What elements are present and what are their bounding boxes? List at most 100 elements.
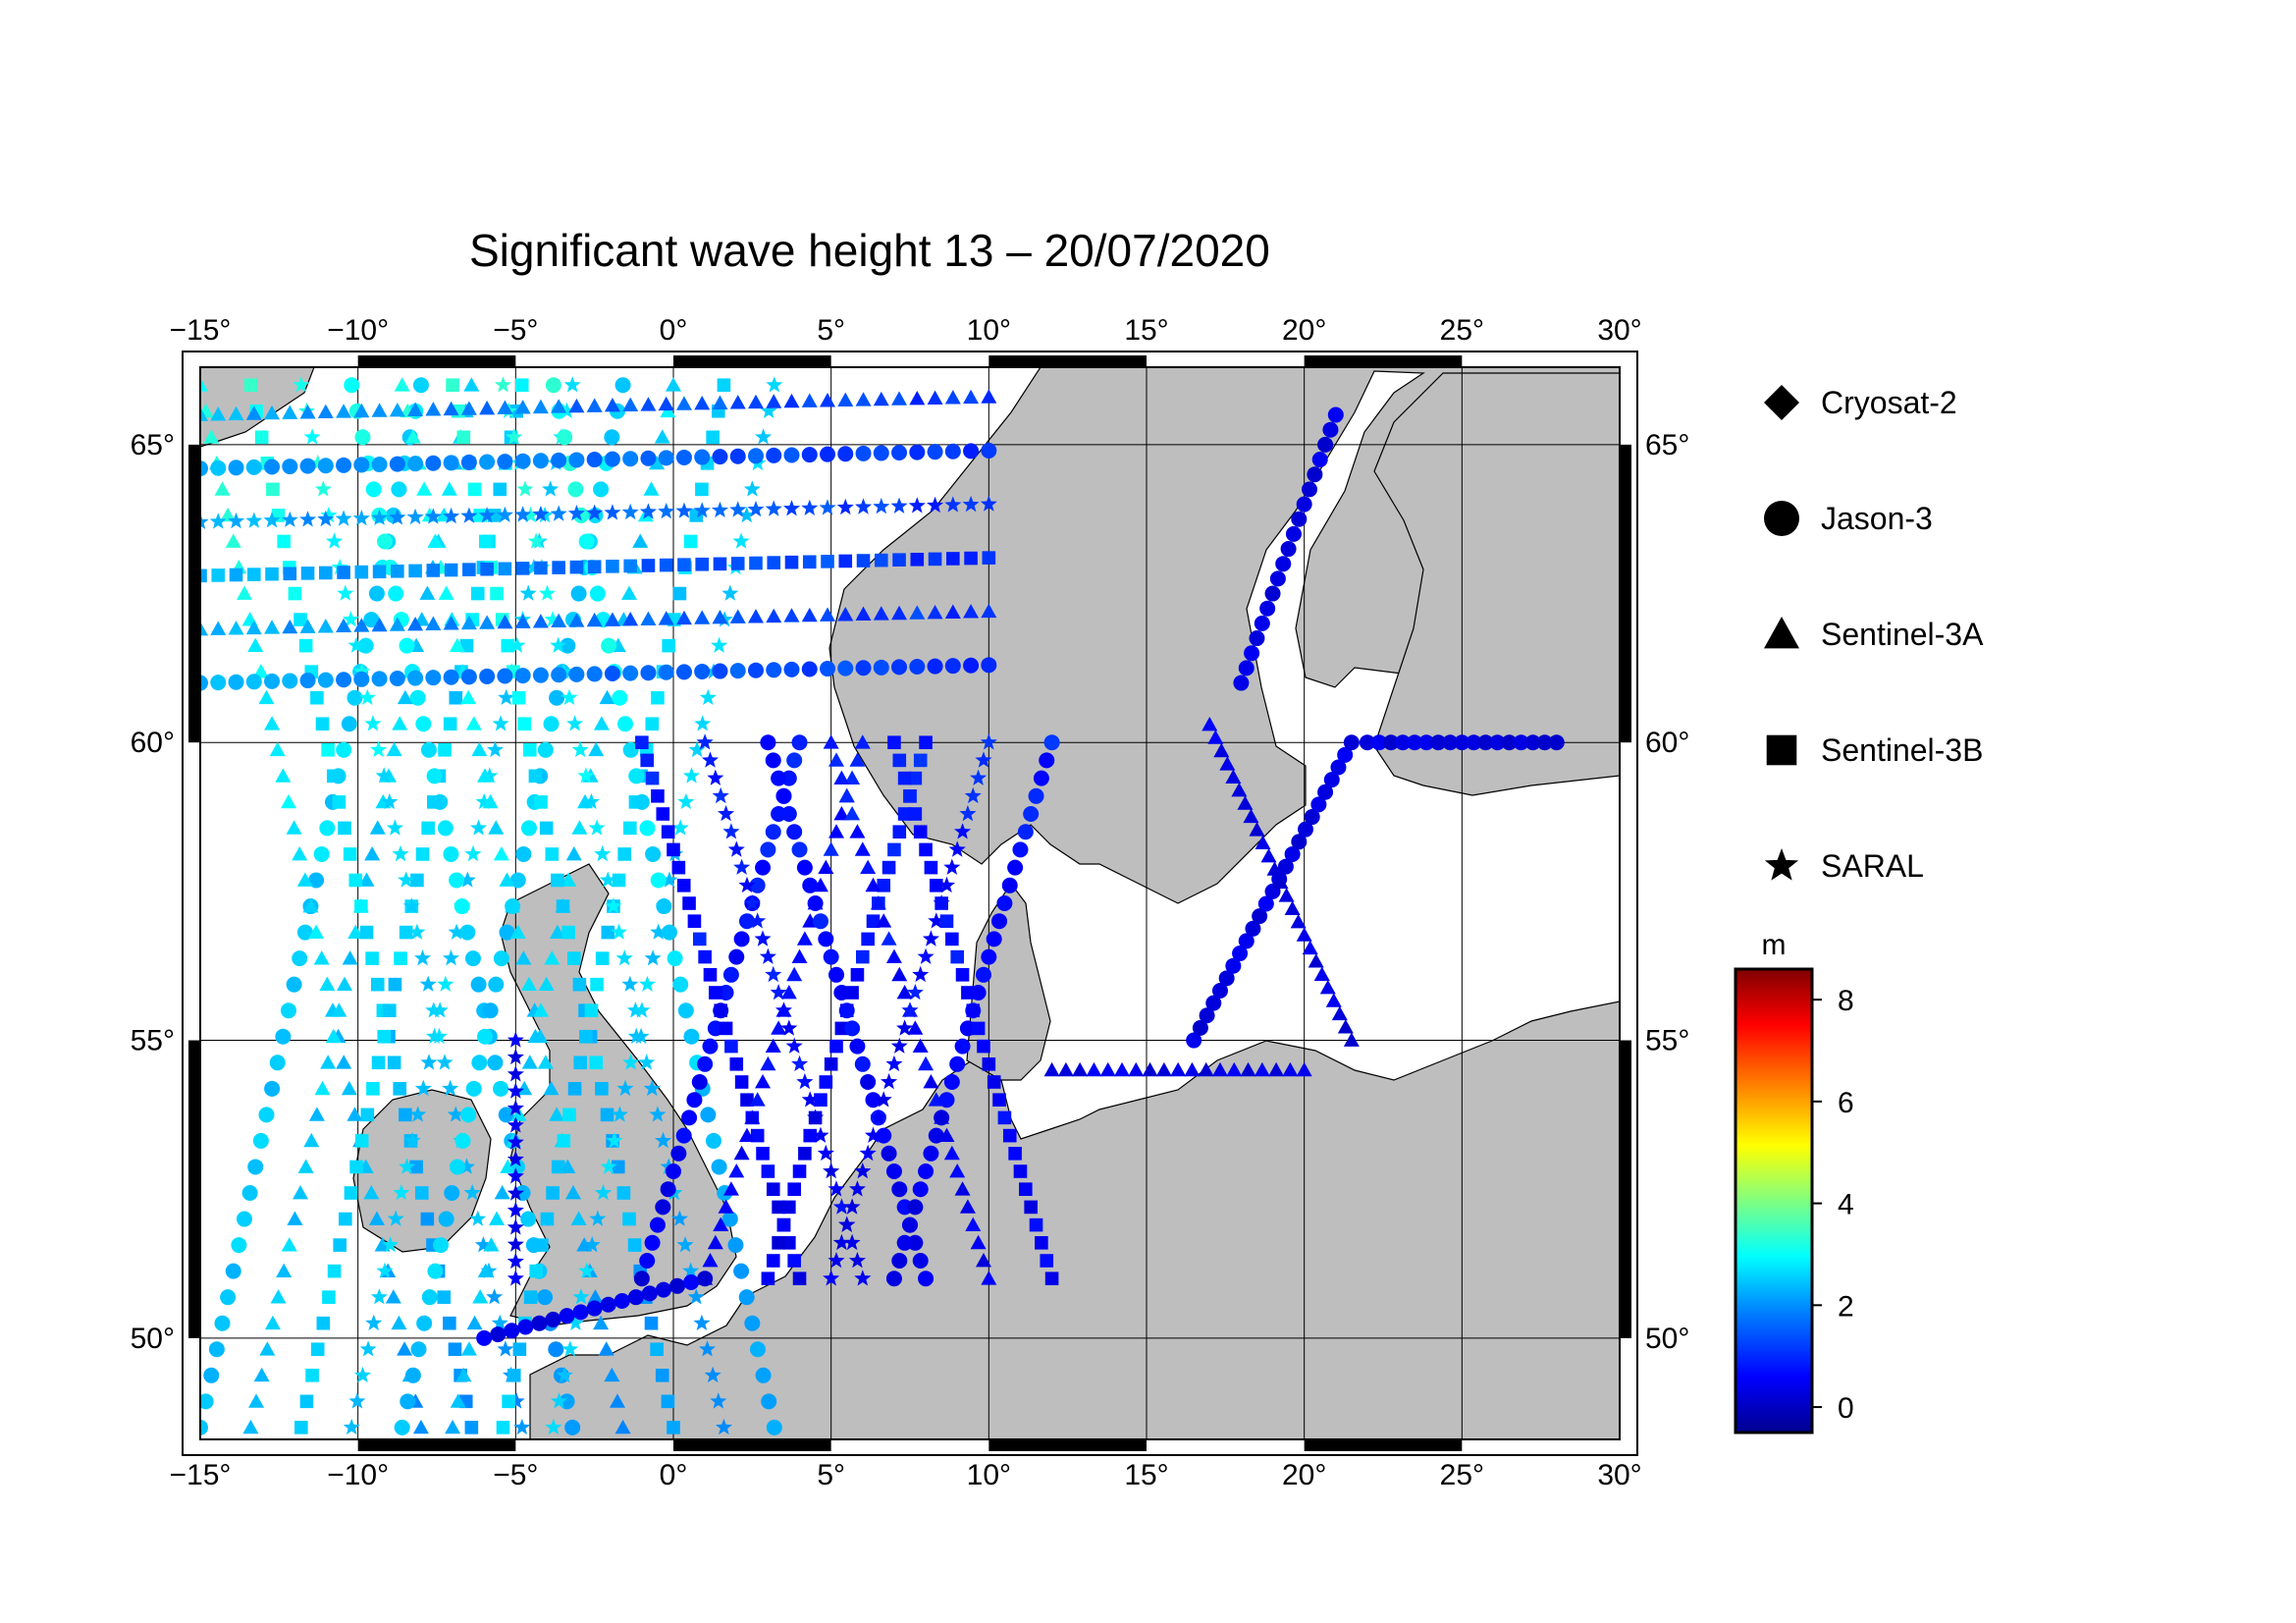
track-point-circle bbox=[938, 1092, 955, 1109]
track-point-circle bbox=[416, 1315, 433, 1331]
track-point-circle bbox=[1322, 421, 1339, 438]
track-point-triangle bbox=[1170, 1061, 1187, 1077]
track-point-circle bbox=[885, 1163, 902, 1179]
track-point-square bbox=[623, 559, 637, 573]
track-point-star bbox=[843, 1198, 861, 1215]
track-point-circle bbox=[667, 950, 683, 967]
track-point-triangle bbox=[412, 1419, 429, 1434]
track-point-triangle bbox=[1211, 1061, 1228, 1077]
track-point-star bbox=[583, 1236, 601, 1253]
track-point-star bbox=[873, 498, 890, 514]
track-point-star bbox=[414, 949, 432, 966]
track-point-star bbox=[765, 965, 782, 983]
track-point-circle bbox=[981, 948, 997, 965]
track-point-circle bbox=[200, 460, 208, 477]
track-point-square bbox=[211, 568, 226, 582]
track-point-triangle bbox=[588, 741, 605, 757]
track-point-square bbox=[438, 742, 452, 757]
track-point-square bbox=[415, 847, 430, 861]
map-outer-frame bbox=[182, 351, 1638, 1456]
track-point-square bbox=[283, 567, 297, 581]
track-point-circle bbox=[1536, 734, 1553, 751]
track-point-square bbox=[348, 873, 363, 888]
track-point-circle bbox=[286, 976, 302, 993]
track-point-circle bbox=[675, 1127, 692, 1144]
track-point-square bbox=[534, 561, 548, 575]
track-point-triangle bbox=[200, 621, 208, 636]
track-point-circle bbox=[549, 689, 565, 706]
legend-label: Sentinel-3B bbox=[1821, 732, 1983, 768]
track-point-square bbox=[589, 1055, 604, 1070]
track-point-star bbox=[387, 1210, 404, 1226]
track-point-star bbox=[694, 715, 712, 731]
track-point-square bbox=[534, 795, 548, 809]
track-point-star bbox=[582, 792, 600, 810]
track-point-triangle bbox=[220, 507, 237, 522]
track-point-star bbox=[425, 1001, 443, 1018]
track-point-triangle bbox=[891, 391, 908, 406]
track-point-square bbox=[387, 1055, 401, 1070]
track-point-star bbox=[732, 532, 750, 549]
track-point-square bbox=[924, 860, 938, 875]
track-point-circle bbox=[368, 585, 385, 602]
track-point-circle bbox=[1548, 734, 1565, 751]
track-point-square bbox=[861, 932, 875, 947]
track-point-square bbox=[587, 560, 602, 574]
track-point-triangle bbox=[1086, 1061, 1102, 1077]
track-point-triangle bbox=[369, 820, 386, 835]
track-point-star bbox=[693, 502, 711, 518]
track-point-circle bbox=[639, 1253, 656, 1269]
track-point-star bbox=[854, 1270, 872, 1286]
track-point-triangle bbox=[276, 1263, 293, 1278]
track-point-square bbox=[523, 1290, 538, 1304]
track-point-circle bbox=[1012, 841, 1029, 858]
track-point-circle bbox=[589, 585, 606, 602]
lon-tick-label-top: −10° bbox=[327, 314, 389, 347]
track-point-star bbox=[890, 497, 908, 514]
track-point-triangle bbox=[658, 611, 674, 625]
track-point-triangle bbox=[1325, 993, 1342, 1007]
track-point-circle bbox=[1323, 772, 1340, 788]
track-point-triangle bbox=[780, 985, 797, 1000]
track-point-star bbox=[263, 512, 281, 528]
track-point-circle bbox=[934, 1109, 950, 1126]
track-point-square bbox=[507, 1368, 521, 1382]
track-point-square bbox=[1024, 1200, 1038, 1215]
track-point-triangle bbox=[1254, 1061, 1270, 1077]
track-point-triangle bbox=[902, 1002, 918, 1017]
track-point-square bbox=[616, 1186, 631, 1200]
track-point-star bbox=[639, 503, 657, 519]
lon-tick-label-bottom: 20° bbox=[1282, 1459, 1326, 1491]
track-point-star bbox=[365, 1314, 383, 1330]
track-point-circle bbox=[686, 1092, 703, 1109]
track-point-square bbox=[672, 586, 687, 601]
track-point-circle bbox=[1307, 466, 1323, 483]
track-point-triangle bbox=[521, 1055, 538, 1069]
track-point-circle bbox=[412, 377, 429, 394]
track-point-circle bbox=[628, 768, 645, 784]
track-point-circle bbox=[210, 675, 227, 691]
track-point-circle bbox=[531, 1315, 548, 1331]
track-point-triangle bbox=[389, 617, 405, 631]
track-point-circle bbox=[640, 665, 657, 681]
track-point-square bbox=[522, 742, 537, 757]
track-point-circle bbox=[1269, 570, 1286, 587]
track-point-star bbox=[507, 1099, 524, 1116]
track-point-square bbox=[838, 554, 853, 568]
track-point-star bbox=[342, 611, 359, 627]
land-masses bbox=[200, 367, 1620, 1439]
track-point-triangle bbox=[438, 585, 454, 600]
track-point-circle bbox=[658, 664, 674, 680]
track-point-square bbox=[333, 1238, 347, 1252]
track-point-triangle bbox=[203, 429, 220, 444]
track-point-square bbox=[655, 1368, 669, 1382]
track-point-star bbox=[611, 1106, 628, 1122]
track-point-star bbox=[343, 1418, 360, 1435]
track-point-circle bbox=[282, 673, 298, 689]
track-point-circle bbox=[460, 669, 477, 685]
track-point-star bbox=[638, 1054, 656, 1070]
track-point-circle bbox=[444, 1184, 460, 1201]
track-point-triangle bbox=[747, 609, 764, 623]
track-point-circle bbox=[400, 1393, 416, 1410]
track-point-circle bbox=[612, 689, 628, 706]
